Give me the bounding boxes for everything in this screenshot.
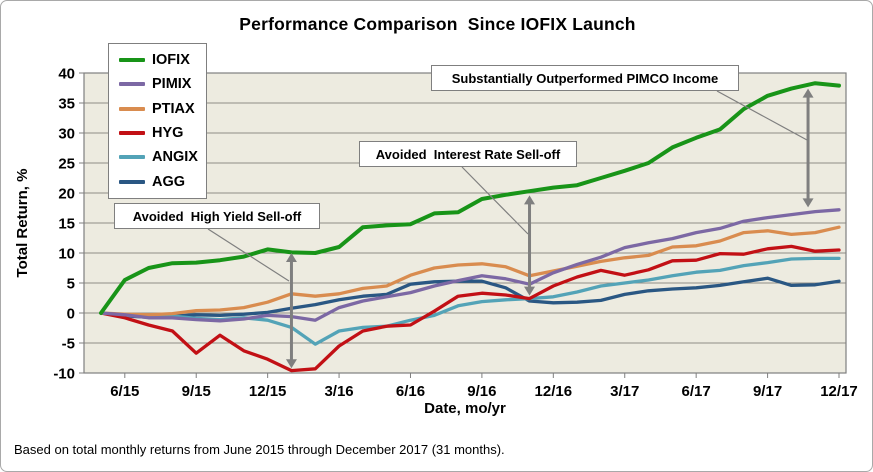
y-tick-label: 40 [58, 66, 75, 83]
x-tick-label: 6/17 [682, 383, 711, 400]
legend: IOFIX PIMIX PTIAX HYG ANGIX AGG [108, 43, 207, 199]
legend-swatch-PIMIX [119, 82, 145, 87]
legend-item-HYG: HYG [119, 126, 206, 141]
legend-label-ANGIX: ANGIX [152, 149, 198, 166]
footer-note: Based on total monthly returns from June… [14, 442, 505, 457]
chart-title: Performance Comparison Since IOFIX Launc… [239, 14, 636, 34]
annotation-leader-line-1 [461, 166, 529, 235]
legend-label-PIMIX: PIMIX [152, 76, 192, 93]
x-tick-label: 12/17 [820, 383, 858, 400]
x-tick-label: 6/16 [396, 383, 425, 400]
series-line-HYG [99, 244, 841, 373]
y-tick-label: 0 [67, 306, 75, 323]
annotation-arrowhead-down-1 [524, 286, 536, 296]
x-tick-label: 3/16 [324, 383, 353, 400]
annotation-leader-line-2 [716, 90, 808, 141]
y-tick-label: -5 [62, 336, 75, 353]
legend-item-ANGIX: ANGIX [119, 150, 206, 165]
x-tick-label: 6/15 [110, 383, 139, 400]
x-axis-title: Date, mo/yr [424, 400, 506, 417]
y-tick-label: 20 [58, 186, 75, 203]
y-axis-title: Total Return, % [14, 168, 31, 278]
x-tick-label: 9/17 [753, 383, 782, 400]
series-line-AGG [99, 276, 841, 319]
annotation-high-yield-selloff: Avoided High Yield Sell-off [114, 203, 320, 229]
annotation-outperformed-pimco: Substantially Outperformed PIMCO Income [431, 65, 739, 91]
x-tick-label: 9/16 [467, 383, 496, 400]
annotation-interest-rate-selloff: Avoided Interest Rate Sell-off [359, 141, 577, 167]
annotation-arrowhead-up-2 [802, 88, 814, 98]
legend-item-AGG: AGG [119, 175, 206, 190]
y-tick-label: 15 [58, 216, 75, 233]
y-tick-label: 30 [58, 126, 75, 143]
series-line-PIMIX [99, 208, 841, 323]
x-tick-label: 12/15 [249, 383, 287, 400]
legend-swatch-HYG [119, 131, 145, 136]
x-tick-label: 12/16 [535, 383, 573, 400]
legend-label-IOFIX: IOFIX [152, 51, 190, 68]
legend-swatch-IOFIX [119, 58, 145, 63]
y-tick-label: 5 [67, 276, 75, 293]
y-tick-label: 10 [58, 246, 75, 263]
annotation-arrowhead-up-0 [285, 253, 297, 262]
annotation-arrowhead-down-0 [285, 359, 297, 369]
legend-swatch-AGG [119, 179, 145, 184]
legend-item-IOFIX: IOFIX [119, 53, 206, 68]
legend-label-HYG: HYG [152, 124, 184, 141]
y-tick-label: 25 [58, 156, 75, 173]
legend-label-AGG: AGG [152, 173, 186, 190]
annotation-leader-line-0 [207, 228, 290, 282]
legend-item-PIMIX: PIMIX [119, 77, 206, 92]
legend-item-PTIAX: PTIAX [119, 102, 206, 117]
series-line-PTIAX [99, 225, 841, 317]
annotation-arrowhead-up-1 [524, 195, 536, 205]
y-tick-label: -10 [53, 366, 75, 383]
y-tick-label: 35 [58, 96, 75, 113]
x-tick-label: 3/17 [610, 383, 639, 400]
annotation-arrowhead-down-2 [802, 198, 814, 208]
x-tick-label: 9/15 [182, 383, 211, 400]
legend-swatch-ANGIX [119, 155, 145, 160]
legend-swatch-PTIAX [119, 106, 145, 111]
series-line-IOFIX [99, 81, 841, 315]
legend-label-PTIAX: PTIAX [152, 100, 195, 117]
